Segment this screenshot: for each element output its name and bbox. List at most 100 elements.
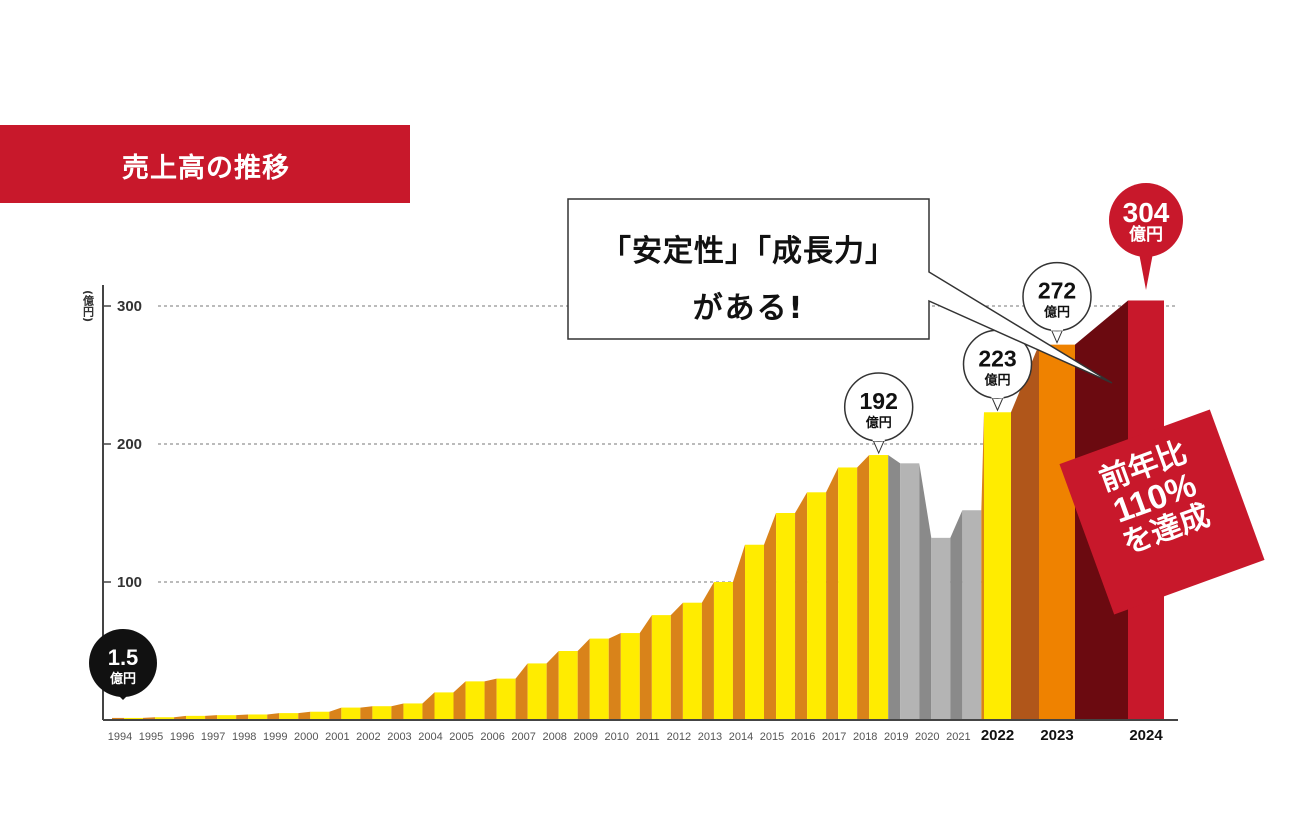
bar-side-2020 — [919, 463, 932, 720]
x-label-2022: 2022 — [981, 727, 1014, 744]
callout-pointer-mask — [872, 435, 885, 442]
callout-circle — [89, 629, 157, 697]
chart-title: 売上高の推移 — [122, 153, 290, 184]
x-label-2010: 2010 — [605, 731, 629, 743]
bar-side-2006 — [484, 678, 497, 720]
bar-side-1997 — [205, 715, 218, 720]
x-label-2019: 2019 — [884, 731, 908, 743]
callout-value: 272 — [1038, 278, 1076, 304]
bar-2016 — [807, 492, 827, 720]
bar-2019 — [900, 463, 920, 720]
bar-2002 — [372, 706, 392, 720]
bar-2014 — [745, 544, 764, 720]
bar-2006 — [496, 678, 516, 720]
callout-unit: 億円 — [110, 671, 136, 687]
bar-side-2023 — [1011, 344, 1039, 720]
bar-side-2009 — [577, 638, 590, 720]
bar-side-2013 — [701, 582, 714, 720]
x-label-2024: 2024 — [1129, 727, 1163, 744]
bar-side-2002 — [360, 706, 373, 720]
bar-1997 — [217, 715, 237, 720]
bar-side-2014 — [732, 544, 745, 720]
bar-1999 — [279, 713, 299, 720]
x-axis-labels: 1994 1995 1996 1997 1998 1999 2000 2001 2002 2003… — [108, 727, 1164, 744]
bar-side-2019 — [888, 455, 901, 720]
x-label-2001: 2001 — [325, 731, 349, 743]
bar-2013 — [713, 582, 733, 720]
x-label-2004: 2004 — [418, 731, 442, 743]
x-label-2023: 2023 — [1040, 727, 1073, 744]
callout-unit: 億円 — [1044, 305, 1070, 321]
bar-side-2001 — [329, 707, 342, 720]
callout-unit: 億円 — [1129, 224, 1163, 245]
x-label-2018: 2018 — [853, 731, 877, 743]
bar-2005 — [465, 681, 485, 720]
x-label-1997: 1997 — [201, 731, 225, 743]
x-label-2000: 2000 — [294, 731, 318, 743]
bar-2012 — [682, 602, 702, 720]
bar-side-2011 — [639, 615, 652, 720]
callout-value: 1.5 — [108, 645, 139, 670]
bar-2015 — [776, 513, 796, 720]
bar-side-2000 — [298, 711, 311, 720]
x-label-2002: 2002 — [356, 731, 380, 743]
x-label-2005: 2005 — [449, 731, 473, 743]
callout-value: 192 — [860, 388, 898, 414]
bar-2009 — [589, 638, 609, 720]
bar-side-1998 — [236, 714, 249, 720]
x-label-2007: 2007 — [511, 731, 535, 743]
callout-circle — [1109, 183, 1183, 257]
callout-unit: 億円 — [866, 415, 892, 431]
bar-1994 — [124, 717, 143, 720]
bar-2011 — [651, 615, 671, 720]
x-label-1994: 1994 — [108, 731, 132, 743]
y-tick-label: 200 — [117, 436, 142, 453]
callout-value: 223 — [978, 345, 1016, 371]
x-label-2017: 2017 — [822, 731, 846, 743]
bar-2020 — [931, 537, 951, 720]
bar-side-2018 — [857, 455, 870, 720]
x-label-2012: 2012 — [667, 731, 691, 743]
speech-bubble — [567, 198, 1113, 384]
bar-side-2010 — [608, 633, 621, 720]
title-band — [0, 125, 410, 203]
callout-pointer-mask — [991, 392, 1004, 399]
speech-bubble-line2: がある! — [692, 291, 805, 326]
bar-side-2008 — [546, 651, 559, 720]
bar-1996 — [186, 715, 206, 720]
callout-unit: 億円 — [984, 372, 1010, 388]
bar-side-2004 — [422, 692, 435, 720]
bar-side-2017 — [826, 467, 839, 720]
bar-2021 — [962, 510, 982, 720]
bar-side-2005 — [453, 681, 466, 720]
x-label-2009: 2009 — [574, 731, 598, 743]
callout-value: 304 — [1123, 197, 1170, 228]
bar-2018 — [869, 455, 889, 720]
bar-2001 — [341, 707, 361, 720]
x-label-2006: 2006 — [480, 731, 504, 743]
bar-side-1999 — [267, 713, 280, 720]
callout-1994: 1.5億円 — [89, 629, 157, 700]
x-label-1995: 1995 — [139, 731, 163, 743]
x-label-1999: 1999 — [263, 731, 287, 743]
x-label-2015: 2015 — [760, 731, 784, 743]
x-label-2016: 2016 — [791, 731, 815, 743]
bar-side-2003 — [391, 703, 404, 720]
bar-side-2012 — [670, 602, 683, 720]
x-label-2008: 2008 — [542, 731, 566, 743]
bar-2007 — [527, 663, 547, 720]
x-label-2011: 2011 — [636, 731, 660, 743]
bar-2010 — [620, 633, 640, 720]
x-label-2021: 2021 — [946, 731, 970, 743]
bar-side-2016 — [795, 492, 808, 720]
x-label-2003: 2003 — [387, 731, 411, 743]
bar-2003 — [403, 703, 423, 720]
bar-1998 — [248, 714, 268, 720]
bar-2017 — [838, 467, 858, 720]
